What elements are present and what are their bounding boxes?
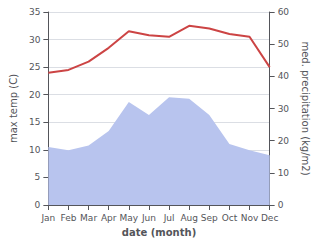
svg-text:Oct: Oct (222, 213, 238, 223)
svg-text:May: May (120, 213, 139, 223)
svg-text:25: 25 (29, 62, 40, 72)
svg-text:Mar: Mar (80, 213, 97, 223)
svg-text:Jan: Jan (40, 213, 55, 223)
svg-text:40: 40 (278, 71, 290, 81)
svg-text:Jun: Jun (141, 213, 156, 223)
svg-text:Feb: Feb (61, 213, 77, 223)
svg-text:50: 50 (278, 39, 290, 49)
svg-text:med. precipitation (kg/m2): med. precipitation (kg/m2) (300, 41, 311, 175)
svg-text:60: 60 (278, 7, 290, 17)
svg-text:Apr: Apr (101, 213, 117, 223)
svg-text:30: 30 (278, 104, 290, 114)
svg-text:Nov: Nov (241, 213, 259, 223)
svg-text:Aug: Aug (180, 213, 198, 223)
svg-text:0: 0 (35, 200, 41, 210)
svg-text:5: 5 (35, 172, 41, 182)
svg-text:date (month): date (month) (122, 227, 196, 238)
svg-text:10: 10 (29, 145, 41, 155)
svg-text:20: 20 (29, 90, 41, 100)
svg-text:Dec: Dec (261, 213, 278, 223)
svg-text:Sep: Sep (201, 213, 218, 223)
svg-text:10: 10 (278, 168, 290, 178)
svg-text:15: 15 (29, 117, 40, 127)
svg-text:20: 20 (278, 136, 290, 146)
svg-text:max temp (C): max temp (C) (8, 74, 19, 143)
svg-text:Jul: Jul (163, 213, 175, 223)
svg-text:30: 30 (29, 35, 41, 45)
svg-text:0: 0 (278, 200, 284, 210)
svg-text:35: 35 (29, 7, 40, 17)
